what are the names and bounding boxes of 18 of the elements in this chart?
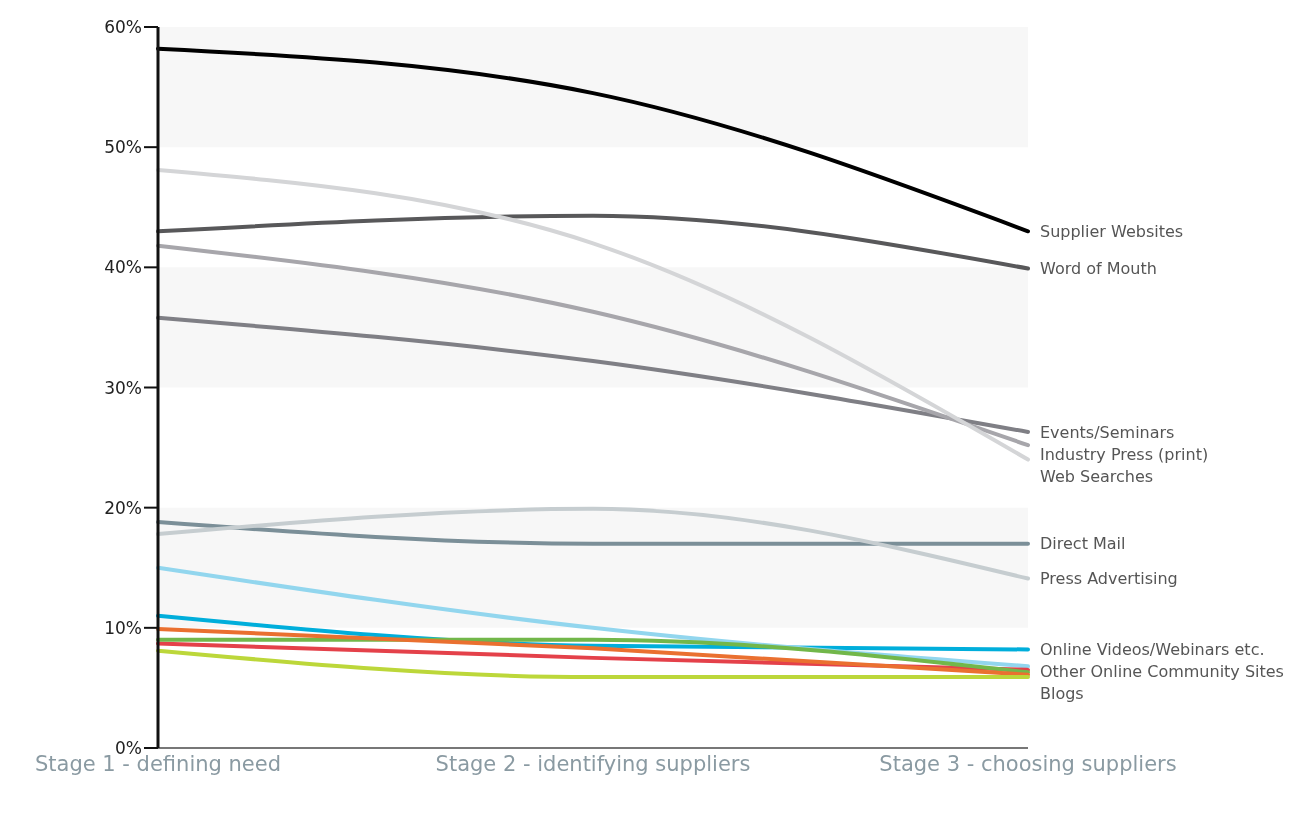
y-tick-label: 40% xyxy=(104,257,142,278)
x-tick-label: Stage 3 - choosing suppliers xyxy=(879,751,1177,776)
series-label: Online Videos/Webinars etc. xyxy=(1040,640,1265,660)
series-label: Industry Press (print) xyxy=(1040,444,1209,464)
x-tick-label: Stage 2 - identifying suppliers xyxy=(435,751,751,776)
series-label: Direct Mail xyxy=(1040,534,1126,554)
series-label: Web Searches xyxy=(1040,466,1154,486)
series-label: Other Online Community Sites xyxy=(1040,662,1284,682)
series-label: Press Advertising xyxy=(1040,569,1178,589)
y-tick-label: 60% xyxy=(104,17,142,38)
y-tick-label: 50% xyxy=(104,137,142,158)
y-tick-label: 10% xyxy=(104,617,142,638)
series-label: Supplier Websites xyxy=(1040,221,1184,241)
series-label: Word of Mouth xyxy=(1040,259,1157,279)
y-tick-label: 30% xyxy=(104,377,142,398)
series-label: Blogs xyxy=(1040,684,1084,704)
y-tick-label: 20% xyxy=(104,497,142,518)
series-label: Events/Seminars xyxy=(1040,422,1175,442)
